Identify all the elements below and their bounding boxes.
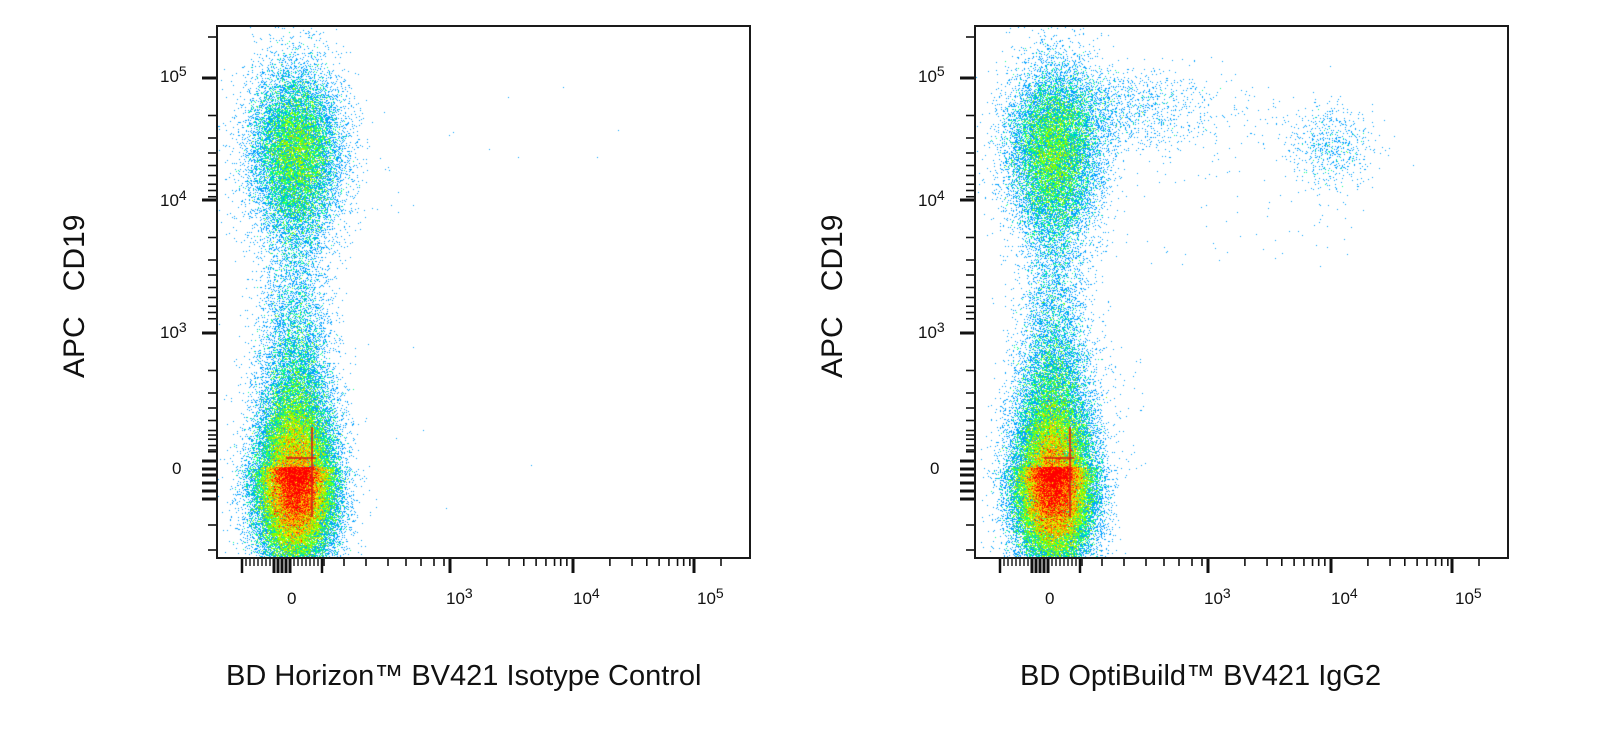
y-tick-label-1e4: 104 xyxy=(918,187,945,210)
plot-panel-isotype-control: APC CD19 105 104 103 0 0 103 104 105 BD … xyxy=(58,25,751,692)
plot-area xyxy=(216,25,751,559)
y-tick-label-1e3: 103 xyxy=(160,319,187,342)
x-axis-label: BD Horizon™ BV421 Isotype Control xyxy=(226,660,702,692)
x-tick-label-1e5: 105 xyxy=(697,585,724,608)
x-tick-label-0: 0 xyxy=(287,589,297,608)
y-tick-label-1e3: 103 xyxy=(918,319,945,342)
x-tick-label-1e4: 104 xyxy=(1331,585,1358,608)
y-tick-label-1e4: 104 xyxy=(160,187,187,210)
y-tick-label-0: 0 xyxy=(930,459,940,478)
x-tick-label-1e4: 104 xyxy=(573,585,600,608)
y-tick-label-1e5: 105 xyxy=(918,63,945,86)
density-dot-plot xyxy=(976,27,1507,557)
y-axis-label: APC CD19 xyxy=(816,214,849,378)
plot-area xyxy=(974,25,1509,559)
y-tick-label-0: 0 xyxy=(172,459,182,478)
x-tick-label-0: 0 xyxy=(1045,589,1055,608)
y-tick-label-1e5: 105 xyxy=(160,63,187,86)
x-axis-label: BD OptiBuild™ BV421 IgG2 xyxy=(1020,660,1382,692)
y-axis-label: APC CD19 xyxy=(58,214,91,378)
density-dot-plot xyxy=(218,27,749,557)
plot-panel-optibuild-igg2: APC CD19 105 104 103 0 0 103 104 105 BD … xyxy=(758,0,1566,739)
y-axis-ticks xyxy=(202,36,216,551)
x-tick-label-1e3: 103 xyxy=(446,585,473,608)
y-axis-ticks xyxy=(960,36,974,551)
x-tick-label-1e3: 103 xyxy=(1204,585,1231,608)
x-axis-ticks xyxy=(240,559,722,573)
x-axis-ticks xyxy=(998,559,1480,573)
x-tick-label-1e5: 105 xyxy=(1455,585,1482,608)
